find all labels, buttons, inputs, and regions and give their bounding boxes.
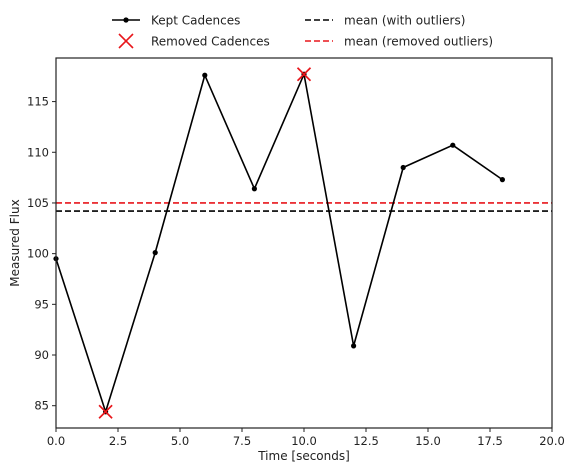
kept-cadence-point <box>450 142 456 148</box>
kept-cadence-point <box>202 72 208 78</box>
y-tick-label: 85 <box>34 399 49 413</box>
legend-swatch-kept-marker <box>123 17 129 23</box>
x-tick-label: 7.5 <box>233 434 251 448</box>
x-tick-label: 0.0 <box>47 434 65 448</box>
kept-cadence-point <box>499 177 505 183</box>
x-tick-label: 15.0 <box>415 434 441 448</box>
x-axis-label: Time [seconds] <box>257 449 350 463</box>
plot-area <box>53 67 552 419</box>
legend-entry-mean-with-outliers: mean (with outliers) <box>305 14 465 28</box>
legend-entry-removed-cadences: Removed Cadences <box>118 33 270 49</box>
legend-label-removed-cadences: Removed Cadences <box>151 35 270 49</box>
legend-label-mean-removed-outliers: mean (removed outliers) <box>344 35 493 49</box>
legend-label-mean-with-outliers: mean (with outliers) <box>344 14 465 28</box>
legend: Kept Cadences Removed Cadences mean (wit… <box>112 14 493 49</box>
removed-cadence-marker <box>98 404 113 419</box>
x-tick-label: 17.5 <box>477 434 503 448</box>
y-tick-label: 95 <box>34 297 49 311</box>
axis-ticks: 0.0 2.5 5.0 7.5 10.0 12.5 15.0 17.5 20.0 85 90 95 10… <box>27 95 565 448</box>
removed-cadence-stroke <box>296 67 312 82</box>
kept-cadence-point <box>351 343 357 349</box>
y-tick-label: 100 <box>27 247 49 261</box>
kept-cadence-point <box>400 164 406 171</box>
plot-frame <box>55 57 553 429</box>
legend-label-kept-cadences: Kept Cadences <box>151 14 240 28</box>
legend-entry-kept-cadences: Kept Cadences <box>112 14 240 28</box>
y-axis-label: Measured Flux <box>8 199 22 286</box>
kept-cadence-point <box>251 186 257 192</box>
removed-cadence-stroke <box>98 404 113 419</box>
x-tick-label: 10.0 <box>291 434 317 448</box>
removed-cadence-marker <box>296 67 312 82</box>
y-tick-label: 110 <box>27 145 49 159</box>
y-tick-label: 105 <box>27 196 49 210</box>
legend-entry-mean-removed-outliers: mean (removed outliers) <box>305 35 493 49</box>
x-tick-label: 2.5 <box>109 434 127 448</box>
x-tick-label: 12.5 <box>353 434 379 448</box>
x-tick-label: 20.0 <box>539 434 565 448</box>
x-tick-label: 5.0 <box>171 434 189 448</box>
y-tick-label: 90 <box>34 348 49 362</box>
y-tick-label: 115 <box>27 95 49 109</box>
legend-swatch-removed-x-b <box>118 33 134 49</box>
kept-cadences-line <box>55 71 503 415</box>
kept-cadence-point <box>152 250 158 256</box>
